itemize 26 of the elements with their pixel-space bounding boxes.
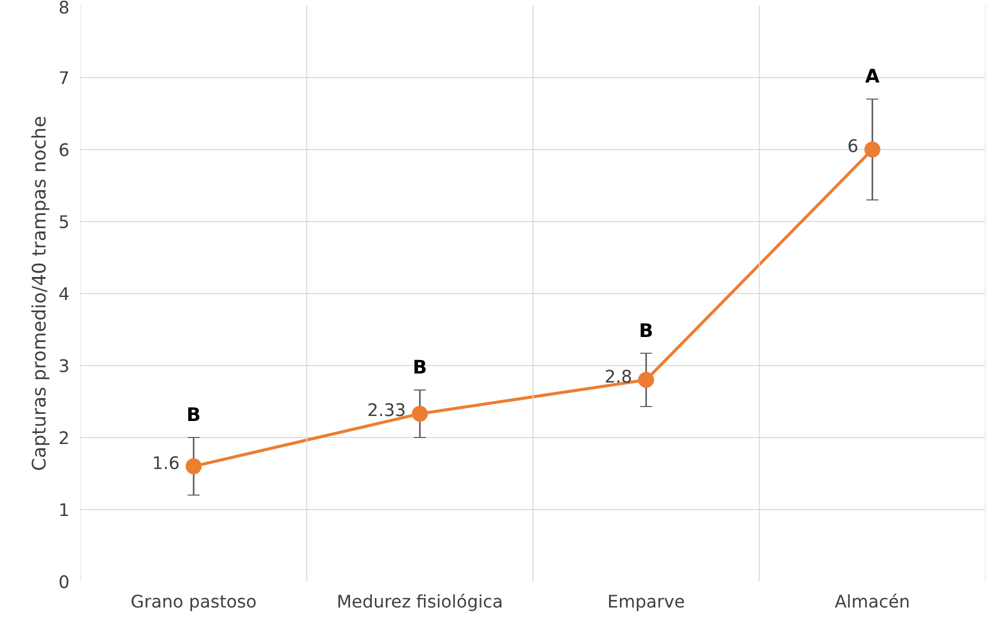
y-tick-label: 7 [58,69,70,89]
y-tick-label: 6 [58,141,70,161]
x-tick-label: Grano pastoso [130,592,257,612]
y-axis-title: Capturas promedio/40 trampas noche [29,116,50,472]
x-tick-label: Emparve [607,592,685,612]
point [186,458,202,474]
y-tick-label: 2 [58,429,70,449]
point [864,142,880,158]
annotation: B [412,357,427,378]
point [638,372,654,388]
annotation: A [865,66,880,88]
point [412,406,428,422]
y-tick-label: 1 [58,501,70,521]
x-tick-label: Medurez fisiológica [336,592,504,612]
data-label: 6 [847,137,858,157]
y-tick-label: 4 [58,285,70,305]
y-tick-label: 5 [58,213,70,233]
y-tick-label: 0 [58,573,70,593]
x-tick-label: Almacén [834,592,910,612]
y-tick-label: 8 [58,0,70,18]
annotation: B [639,320,654,342]
data-label: 2.33 [367,401,406,422]
data-label: 2.8 [604,367,632,388]
y-tick-label: 3 [58,357,70,377]
annotation: B [186,405,201,426]
data-label: 1.6 [152,454,180,474]
